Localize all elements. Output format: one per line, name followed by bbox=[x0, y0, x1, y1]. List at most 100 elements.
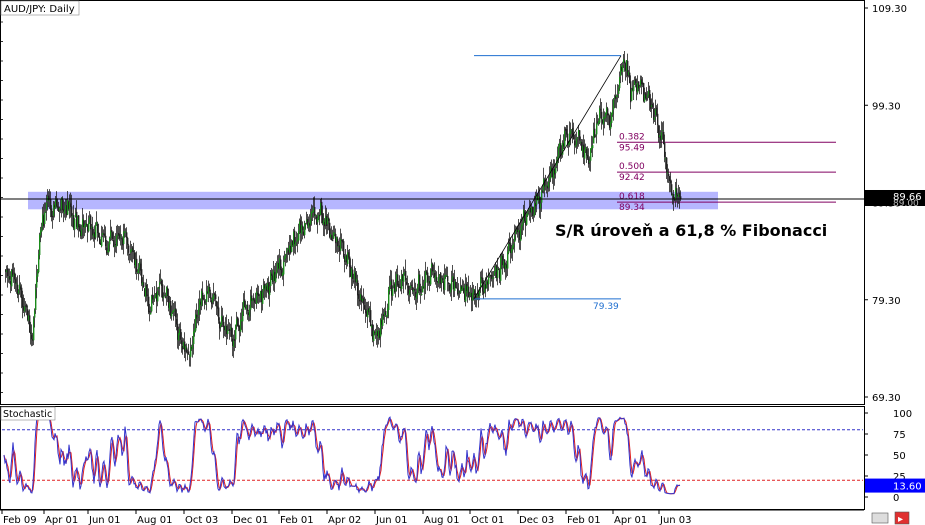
candle-body bbox=[618, 87, 620, 94]
candle-body bbox=[250, 296, 252, 310]
candle-body bbox=[207, 291, 209, 293]
candle-body bbox=[463, 288, 465, 293]
candle-body bbox=[248, 312, 250, 316]
candle-body bbox=[190, 346, 192, 357]
candle-body bbox=[532, 206, 534, 217]
candle-body bbox=[611, 112, 613, 123]
candle-body bbox=[582, 145, 584, 153]
candle-body bbox=[398, 283, 400, 288]
candle-body bbox=[104, 233, 106, 236]
candle-body bbox=[655, 109, 657, 116]
candle-body bbox=[673, 194, 675, 200]
candle-body bbox=[120, 236, 122, 238]
candle-body bbox=[385, 311, 387, 316]
candle-body bbox=[569, 132, 571, 144]
candle-body bbox=[591, 146, 593, 150]
candle-body bbox=[543, 178, 545, 191]
candle-body bbox=[74, 218, 76, 230]
candle-body bbox=[246, 305, 248, 309]
candle-body bbox=[233, 340, 235, 348]
candle-body bbox=[353, 280, 355, 282]
candle-body bbox=[302, 225, 304, 231]
candle-body bbox=[336, 236, 338, 242]
x-tick-label: Jun 03 bbox=[659, 515, 692, 525]
candle-body bbox=[318, 214, 320, 220]
candle-body bbox=[166, 286, 168, 297]
candle-body bbox=[345, 255, 347, 261]
candle-body bbox=[596, 123, 598, 135]
candle-body bbox=[99, 236, 101, 244]
candle-body bbox=[541, 190, 543, 203]
fib-ratio-label: 0.618 bbox=[619, 192, 645, 202]
fib-trend-line bbox=[473, 55, 622, 300]
candle-body bbox=[454, 281, 456, 291]
candle-body bbox=[400, 286, 402, 289]
candle-body bbox=[320, 202, 322, 215]
candle-body bbox=[484, 284, 486, 293]
candle-body bbox=[307, 218, 309, 226]
candle-body bbox=[325, 216, 327, 225]
candle-body bbox=[220, 323, 222, 328]
candle-body bbox=[387, 308, 389, 317]
candle-body bbox=[342, 239, 344, 243]
candle-body bbox=[121, 238, 123, 240]
candle-body bbox=[528, 211, 530, 213]
price-tick-label: 69.30 bbox=[872, 393, 901, 404]
candle-body bbox=[334, 232, 336, 234]
candle-body bbox=[391, 279, 393, 296]
candle-body bbox=[459, 291, 461, 293]
candle-body bbox=[80, 230, 82, 237]
candle-body bbox=[433, 271, 435, 273]
candle-body bbox=[70, 203, 72, 207]
candle-body bbox=[180, 329, 182, 340]
candle-body bbox=[52, 215, 54, 218]
candle-body bbox=[474, 290, 476, 296]
candle-body bbox=[676, 188, 678, 195]
candle-body bbox=[363, 298, 365, 305]
candle-body bbox=[92, 226, 94, 236]
candle-body bbox=[407, 286, 409, 288]
candle-body bbox=[617, 95, 619, 97]
scroll-bar-icon[interactable] bbox=[871, 512, 889, 524]
candle-body bbox=[589, 160, 591, 163]
candle-body bbox=[241, 319, 243, 322]
candle-body bbox=[572, 127, 574, 136]
candle-body bbox=[129, 253, 131, 255]
candle-body bbox=[17, 284, 19, 295]
candle-body bbox=[300, 220, 302, 233]
candle-body bbox=[116, 235, 118, 247]
candle-body bbox=[395, 280, 397, 292]
candle-body bbox=[522, 222, 524, 226]
candle-body bbox=[50, 198, 52, 210]
candle-body bbox=[472, 292, 474, 301]
candle-body bbox=[108, 243, 110, 253]
candle-body bbox=[430, 268, 432, 285]
candle-body bbox=[198, 308, 200, 316]
candle-body bbox=[640, 80, 642, 86]
candle-body bbox=[264, 284, 266, 289]
candle-body bbox=[636, 84, 638, 92]
candle-body bbox=[197, 317, 199, 319]
candle-body bbox=[446, 275, 448, 277]
scroll-right-icon[interactable] bbox=[894, 511, 910, 525]
candle-body bbox=[542, 190, 544, 192]
candle-body bbox=[139, 261, 141, 268]
candle-body bbox=[645, 93, 647, 99]
candle-body bbox=[338, 246, 340, 248]
scroll-right-glyph: ▸ bbox=[898, 514, 903, 525]
candle-body bbox=[653, 108, 655, 120]
x-tick-label: Feb 01 bbox=[567, 515, 601, 525]
candle-body bbox=[30, 332, 32, 334]
candle-body bbox=[278, 262, 280, 269]
candle-body bbox=[298, 230, 300, 241]
candle-body bbox=[562, 142, 564, 155]
candle-body bbox=[281, 269, 283, 276]
candle-body bbox=[187, 352, 189, 354]
candle-body bbox=[651, 105, 653, 107]
candle-body bbox=[84, 224, 86, 229]
candle-body bbox=[671, 184, 673, 196]
candle-body bbox=[127, 237, 129, 245]
candle-body bbox=[102, 233, 104, 236]
candle-body bbox=[171, 312, 173, 317]
candle-body bbox=[185, 345, 187, 350]
